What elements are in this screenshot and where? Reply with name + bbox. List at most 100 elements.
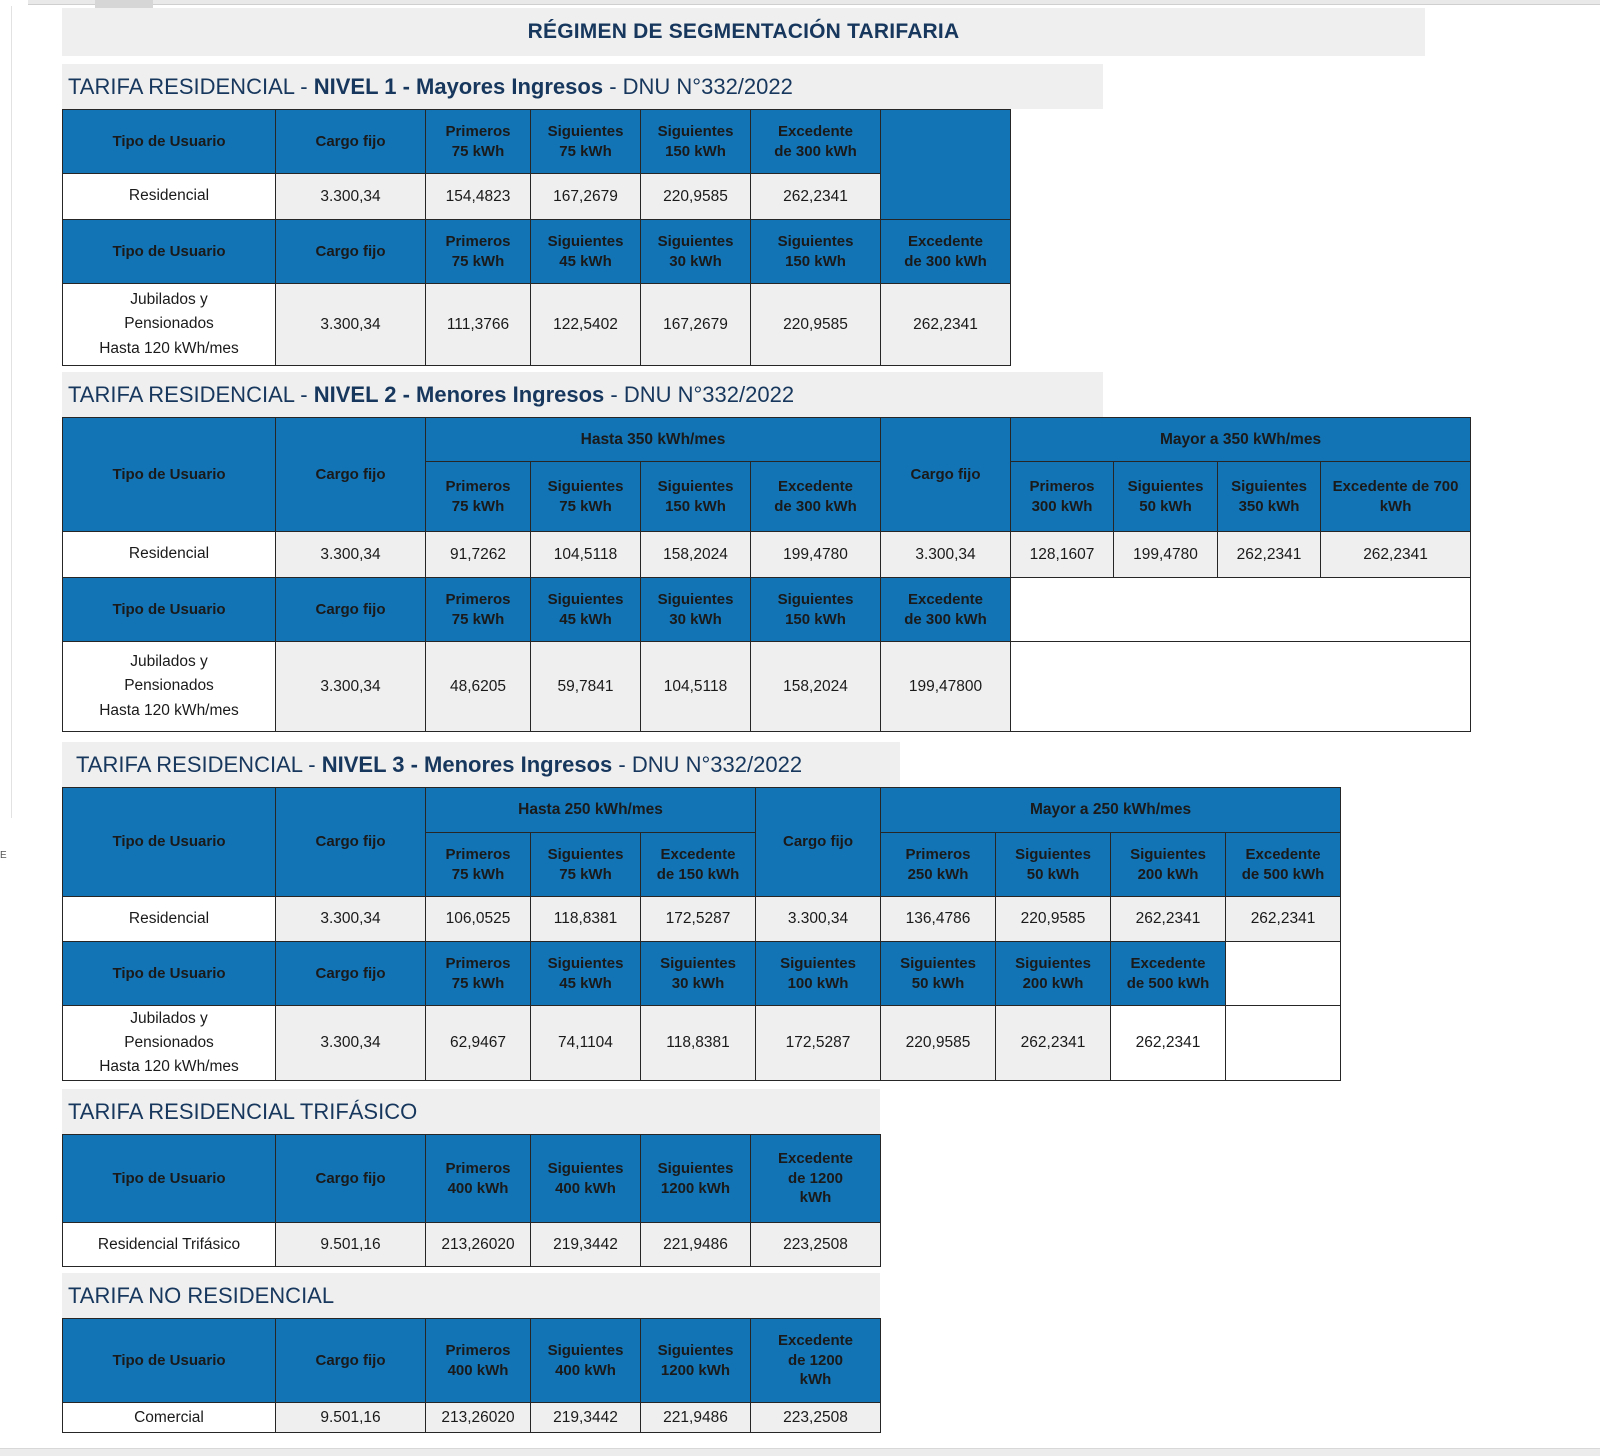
user-type-cell: Jubilados y Pensionados Hasta 120 kWh/me… [62,1004,276,1082]
value-cell: 111,3766 [425,283,531,366]
user-type-cell: Residencial [62,531,276,578]
column-header-cell: Excedente de 300 kWh [750,109,881,174]
value-cell: 158,2024 [640,531,751,578]
value-cell: 128,1607 [1010,531,1114,578]
column-header-cell: Siguientes 350 kWh [1217,461,1321,532]
value-cell: 48,6205 [425,641,531,732]
table-row: Comercial 9.501,16 213,26020 219,3442 221,94… [62,1402,881,1434]
column-header-cell: Excedente de 500 kWh [1110,941,1226,1006]
value-cell: 199,47800 [880,641,1011,732]
value-cell: 219,3442 [530,1222,641,1268]
column-header-cell: Siguientes 45 kWh [530,577,641,642]
column-header-cell: Primeros 75 kWh [425,832,531,897]
column-header-cell: Excedente de 300 kWh [750,461,881,532]
main-title-bar: RÉGIMEN DE SEGMENTACIÓN TARIFARIA [62,8,1425,56]
value-cell: 223,2508 [750,1402,881,1434]
section-title-pre: TARIFA RESIDENCIAL - [76,751,322,777]
column-header-cell: Siguientes 75 kWh [530,832,641,897]
value-cell: 262,2341 [750,173,881,220]
value-cell: 3.300,34 [755,896,881,942]
column-header-cell: Tipo de Usuario [62,109,276,174]
table-row: Jubilados y Pensionados Hasta 120 kWh/me… [62,641,1472,732]
column-header-cell: Tipo de Usuario [62,577,276,642]
section-title-bold: NIVEL 2 - Menores Ingresos [313,381,605,407]
table-row: Tipo de Usuario Cargo fijo Primeros 75 kWh… [62,577,1472,642]
section-title-3: TARIFA RESIDENCIAL - NIVEL 3 - Menores I… [62,742,900,787]
value-cell: 213,26020 [425,1402,531,1434]
table-row: Residencial Trifásico 9.501,16 213,26020 21… [62,1222,881,1268]
column-header-cell: Cargo fijo [275,1134,426,1224]
user-type-cell: Jubilados y Pensionados Hasta 120 kWh/me… [62,641,276,732]
group-header-cell: Mayor a 350 kWh/mes [1009,417,1472,462]
value-cell: 122,5402 [530,283,641,366]
top-border-strip [28,0,1600,5]
section-title-bold: NIVEL 3 - Menores Ingresos [321,751,613,777]
column-header-cell: Primeros 400 kWh [425,1134,531,1224]
column-header-cell: Excedente de 700 kWh [1319,461,1472,532]
column-header-cell: Cargo fijo [275,417,426,532]
column-header-cell: Cargo fijo [275,1318,426,1404]
table-row: Tipo de Usuario Cargo fijo Hasta 350 kWh/m… [62,417,1472,532]
value-cell: 262,2341 [880,283,1011,366]
left-edge-line [11,6,12,818]
section-title-5: TARIFA NO RESIDENCIAL [62,1273,880,1319]
page-title: RÉGIMEN DE SEGMENTACIÓN TARIFARIA [527,20,960,43]
column-header-cell: Siguientes 50 kWh [995,832,1111,897]
column-header-cell: Cargo fijo [275,941,426,1006]
column-header-cell: Siguientes 45 kWh [530,219,641,284]
bottom-border-strip [0,1448,1600,1456]
column-header-cell: Siguientes 30 kWh [640,577,751,642]
column-header-cell: Siguientes 400 kWh [530,1318,641,1404]
column-header-cell: Siguientes 1200 kWh [640,1318,751,1404]
column-header-cell: Siguientes 50 kWh [880,941,996,1006]
table-row: Residencial 3.300,34 91,7262 104,5118 158,20… [62,531,1472,578]
column-header-cell: Siguientes 200 kWh [995,941,1111,1006]
column-header-cell: Excedente de 1200 kWh [750,1318,881,1404]
column-header-cell: Siguientes 150 kWh [640,109,751,174]
column-header-cell: Primeros 250 kWh [880,832,996,897]
tariff-sections: TARIFA RESIDENCIAL - NIVEL 1 - Mayores I… [62,64,1472,1434]
column-header-cell: Tipo de Usuario [62,417,276,532]
table-row: Tipo de Usuario Cargo fijo Hasta 250 kWh/m… [62,787,1342,897]
column-header-cell: Cargo fijo [275,787,426,897]
value-cell: 3.300,34 [275,173,426,220]
value-cell: 199,4780 [750,531,881,578]
column-header-cell: Tipo de Usuario [62,1318,276,1404]
tariff-table-5: Tipo de Usuario Cargo fijo Primeros 400 kW… [62,1318,881,1434]
user-type-cell: Jubilados y Pensionados Hasta 120 kWh/me… [62,283,276,366]
value-cell: 3.300,34 [275,531,426,578]
value-cell: 167,2679 [530,173,641,220]
empty-void-cell [1224,941,1342,1006]
section-title-2: TARIFA RESIDENCIAL - NIVEL 2 - Menores I… [62,372,1103,417]
value-cell: 213,26020 [425,1222,531,1268]
column-header-cell: Tipo de Usuario [62,941,276,1006]
value-cell: 223,2508 [750,1222,881,1268]
empty-void-cell [1009,577,1472,642]
value-cell: 118,8381 [640,1004,756,1082]
column-header-cell: Excedente de 150 kWh [640,832,756,897]
column-header-cell: Primeros 400 kWh [425,1318,531,1404]
group-header-cell: Hasta 350 kWh/mes [425,417,881,462]
column-header-cell: Siguientes 200 kWh [1110,832,1226,897]
column-header-cell: Tipo de Usuario [62,219,276,284]
left-edge-text-fragment: E [0,850,7,861]
table-row: Jubilados y Pensionados Hasta 120 kWh/me… [62,1004,1342,1082]
value-cell: 220,9585 [640,173,751,220]
value-cell: 220,9585 [995,896,1111,942]
value-cell: 136,4786 [880,896,996,942]
section-title-pre: TARIFA RESIDENCIAL TRIFÁSICO [68,1098,418,1124]
column-header-cell: Siguientes 100 kWh [755,941,881,1006]
value-cell: 262,2341 [1217,531,1321,578]
section-title-1: TARIFA RESIDENCIAL - NIVEL 1 - Mayores I… [62,64,1103,109]
column-header-cell: Cargo fijo [275,109,426,174]
value-cell: 220,9585 [750,283,881,366]
column-header-cell: Siguientes 30 kWh [640,219,751,284]
section-title-pre: TARIFA RESIDENCIAL - [68,381,314,407]
empty-void-cell [1009,641,1472,732]
value-cell: 3.300,34 [880,531,1011,578]
value-cell: 221,9486 [640,1402,751,1434]
value-cell: 262,2341 [995,1004,1111,1082]
user-type-cell: Residencial Trifásico [62,1222,276,1268]
column-header-cell: Primeros 75 kWh [425,109,531,174]
